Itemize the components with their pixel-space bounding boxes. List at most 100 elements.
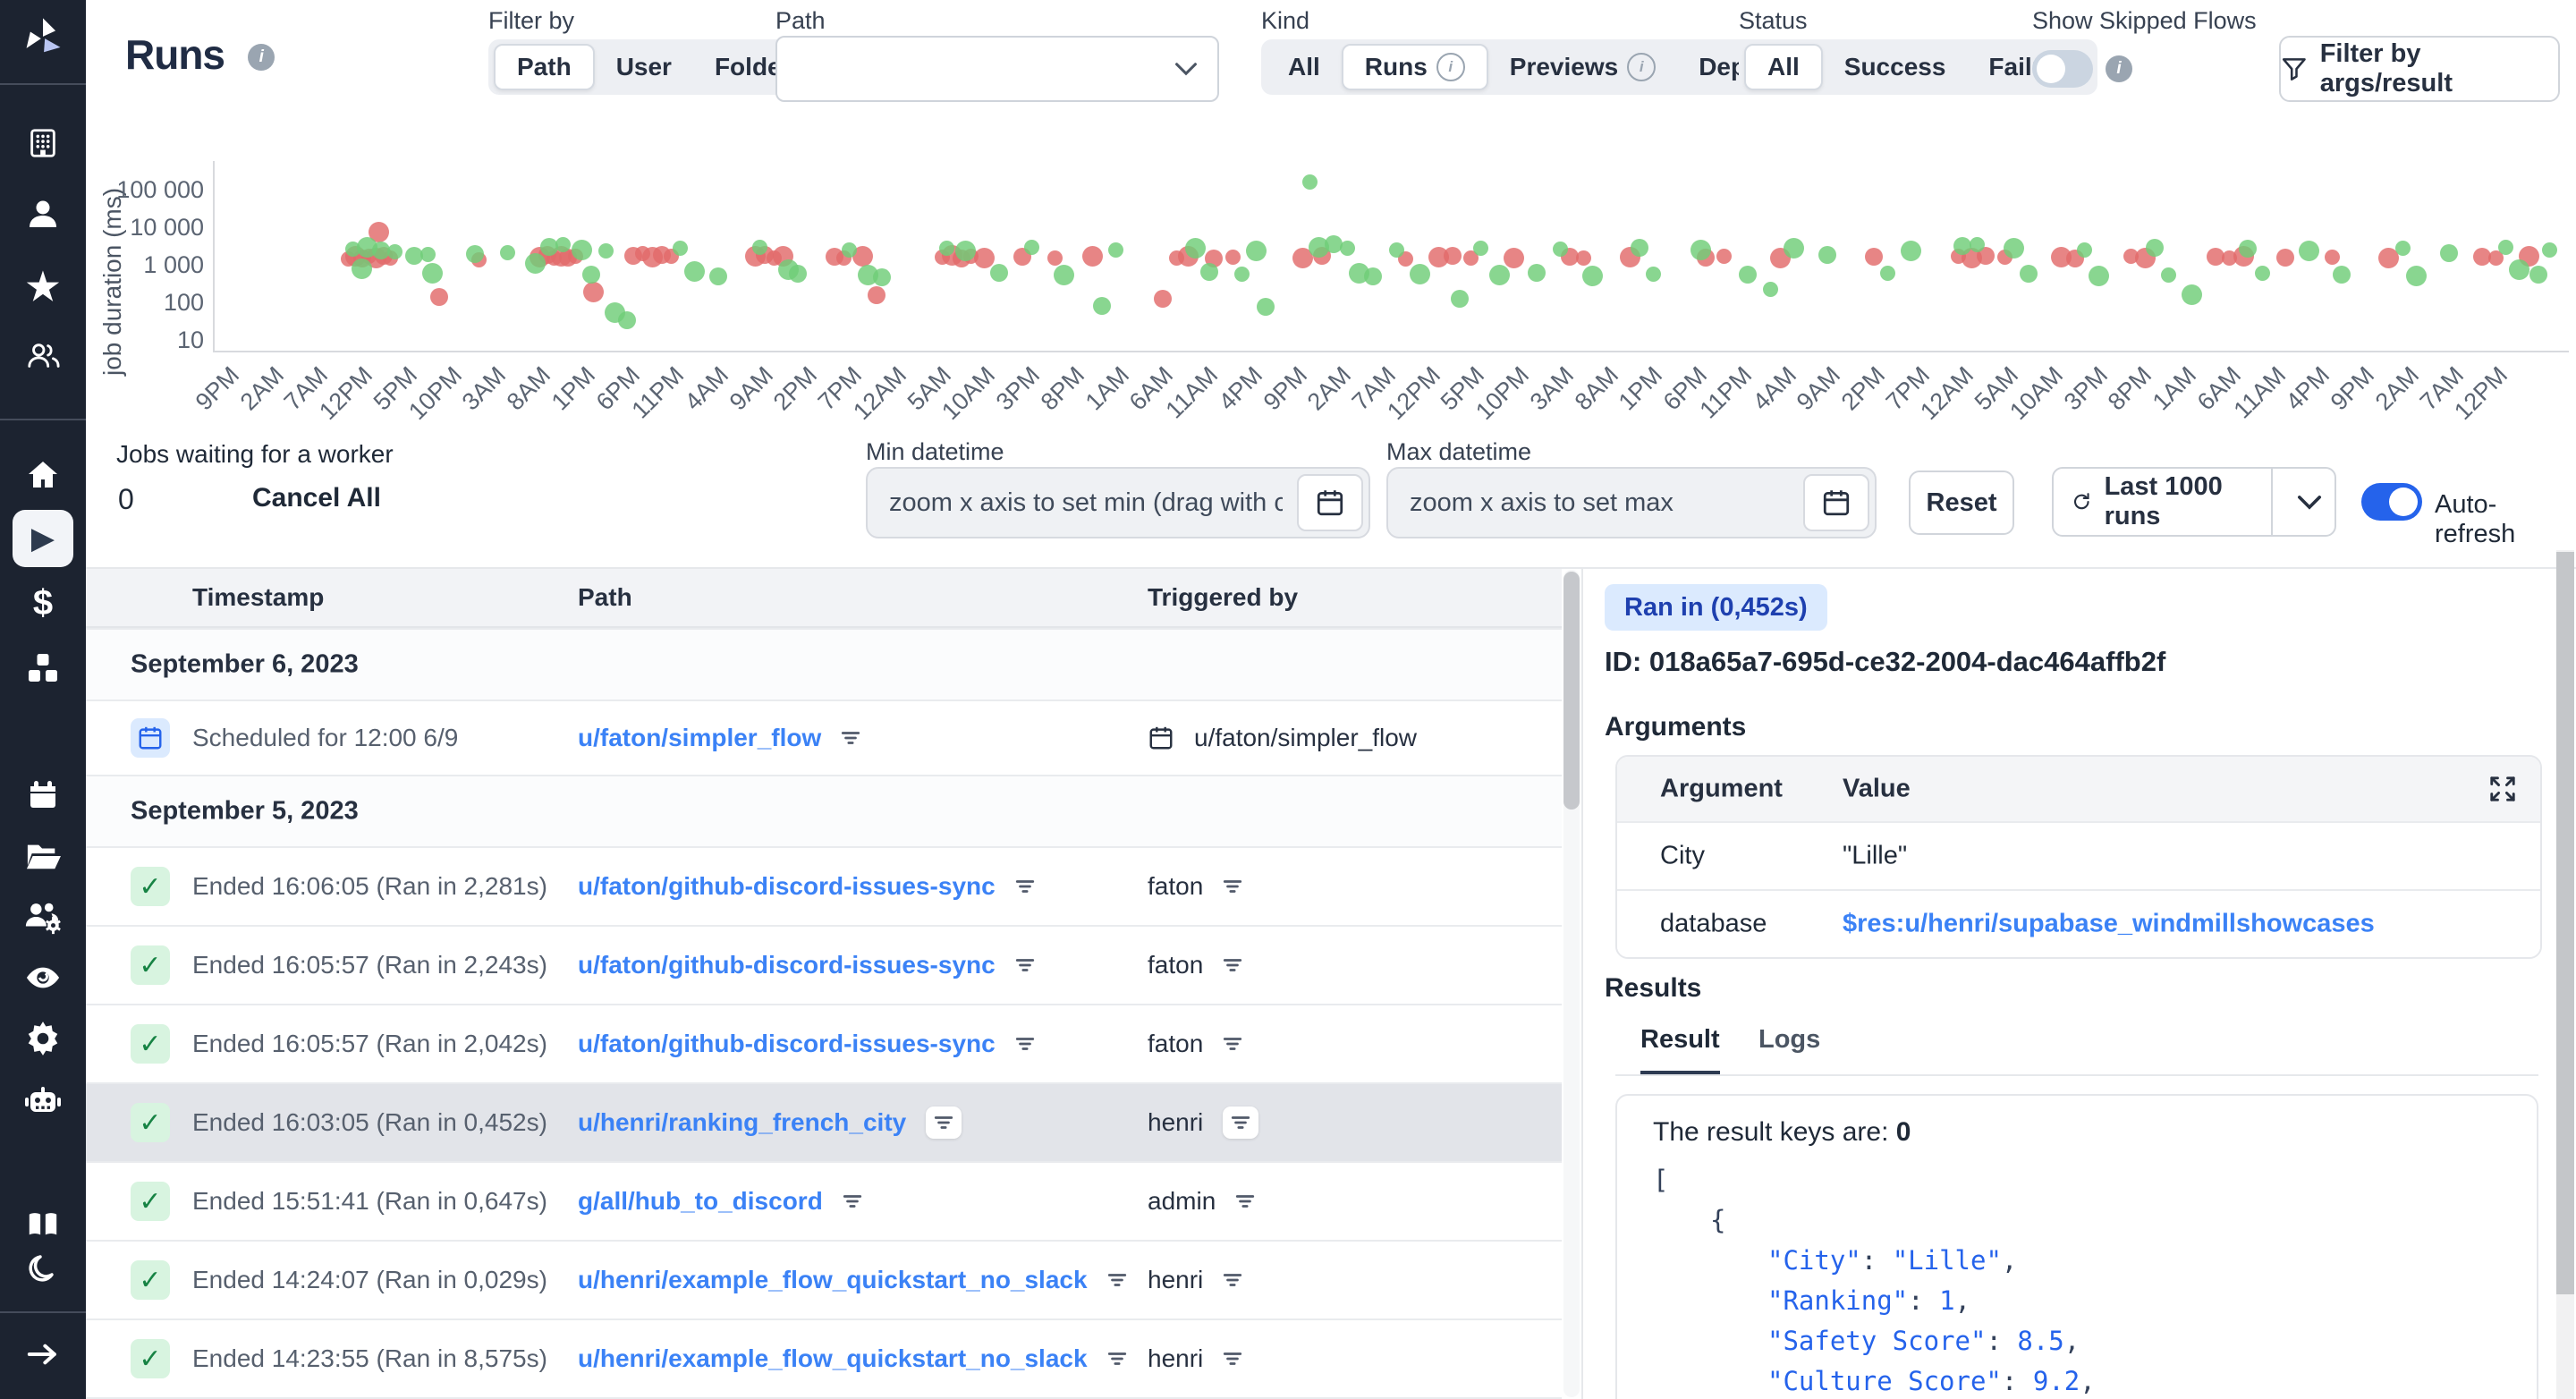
run-path-link[interactable]: u/henri/example_flow_quickstart_no_slack (578, 1344, 1088, 1372)
sidebar-item-variables[interactable]: $ (0, 583, 86, 623)
auto-refresh-toggle[interactable] (2361, 483, 2422, 521)
filter-args-button[interactable]: Filter by args/result (2279, 36, 2560, 102)
sidebar-item-groups[interactable] (0, 338, 86, 374)
last-runs-button[interactable]: Last 1000 runs (2054, 472, 2258, 531)
data-point-failure[interactable] (2488, 250, 2504, 267)
filter-icon[interactable] (1015, 878, 1035, 895)
run-row[interactable]: ✓ Ended 14:24:07 (Ran in 0,029s) u/henri/e… (86, 1240, 1562, 1318)
kind-all[interactable]: All (1288, 53, 1320, 81)
data-point-failure[interactable] (1153, 289, 1172, 308)
data-point-failure[interactable] (1205, 249, 1224, 267)
run-row[interactable]: ✓ Ended 16:06:05 (Ran in 2,281s) u/faton/g… (86, 846, 1562, 925)
data-point-success[interactable] (955, 241, 977, 262)
data-point-success[interactable] (2076, 242, 2092, 258)
min-datetime-calendar-button[interactable] (1297, 474, 1363, 531)
filter-icon[interactable] (1223, 1272, 1242, 1288)
sidebar-item-schedules[interactable] (0, 776, 86, 812)
data-point-success[interactable] (525, 252, 547, 274)
data-point-success[interactable] (2254, 265, 2270, 281)
data-point-failure[interactable] (1046, 250, 1063, 267)
sidebar-item-settings[interactable] (0, 1020, 86, 1057)
sidebar-item-favorites[interactable]: ★ (0, 268, 86, 306)
data-point-success[interactable] (1092, 297, 1111, 316)
data-point-success[interactable] (1409, 263, 1430, 284)
data-point-success[interactable] (1324, 234, 1343, 253)
run-row[interactable]: ✓ Ended 16:05:57 (Ran in 2,243s) u/faton/g… (86, 925, 1562, 1004)
data-point-success[interactable] (1107, 242, 1123, 258)
data-point-success[interactable] (387, 244, 403, 260)
data-point-failure[interactable] (2377, 248, 2399, 269)
data-point-failure[interactable] (1463, 250, 1479, 267)
data-point-success[interactable] (352, 258, 373, 279)
sidebar-item-docs[interactable] (0, 1208, 86, 1242)
filter-icon[interactable] (1015, 957, 1035, 973)
data-point-success[interactable] (841, 242, 857, 258)
data-point-success[interactable] (1054, 264, 1075, 285)
data-point-success[interactable] (582, 265, 601, 284)
run-row[interactable]: ✓ Ended 16:03:05 (Ran in 0,452s) u/henri/r… (86, 1082, 1562, 1161)
argument-value[interactable]: $res:u/henri/supabase_windmillshowcases (1843, 909, 2375, 938)
table-scrollbar-thumb[interactable] (1563, 572, 1580, 810)
data-point-success[interactable] (1199, 262, 1218, 281)
data-point-success[interactable] (2239, 240, 2258, 259)
runs-duration-chart[interactable]: job duration (ms) 100 000 10 000 1 000 100 1… (86, 114, 2576, 440)
data-point-success[interactable] (1690, 239, 1711, 260)
data-point-failure[interactable] (368, 222, 389, 243)
data-point-success[interactable] (683, 261, 705, 283)
filter-icon[interactable] (841, 730, 860, 746)
expand-icon[interactable] (2485, 771, 2521, 811)
data-point-success[interactable] (1450, 289, 1469, 308)
data-point-success[interactable] (1631, 238, 1649, 257)
min-datetime-input[interactable]: zoom x axis to set min (drag with ct (866, 467, 1370, 538)
data-point-success[interactable] (1388, 242, 1404, 258)
data-point-success[interactable] (1901, 241, 1922, 262)
run-path-link[interactable]: u/henri/ranking_french_city (578, 1108, 907, 1136)
status-success[interactable]: Success (1843, 53, 1946, 81)
filter-by-path[interactable]: Path (494, 44, 595, 90)
sidebar-item-runs[interactable]: ▶ (13, 510, 73, 567)
data-point-success[interactable] (2406, 266, 2428, 287)
show-skipped-info-icon[interactable]: i (2106, 55, 2132, 82)
data-point-success[interactable] (708, 267, 727, 285)
data-point-success[interactable] (2004, 238, 2025, 259)
tab-logs[interactable]: Logs (1758, 1025, 1821, 1054)
run-path-link[interactable]: u/faton/github-discord-issues-sync (578, 1030, 996, 1057)
data-point-failure[interactable] (430, 288, 449, 307)
status-all[interactable]: All (1744, 44, 1823, 90)
data-point-failure[interactable] (2206, 248, 2224, 267)
data-point-success[interactable] (1364, 267, 1383, 285)
data-point-success[interactable] (1488, 264, 1510, 285)
run-row[interactable]: ✓ Ended 16:05:57 (Ran in 2,042s) u/faton/g… (86, 1004, 1562, 1082)
data-point-success[interactable] (673, 241, 689, 257)
max-datetime-calendar-button[interactable] (1803, 474, 1869, 531)
data-point-failure[interactable] (583, 281, 605, 302)
sidebar-item-folders[interactable] (0, 839, 86, 873)
data-point-success[interactable] (1339, 241, 1355, 257)
run-row[interactable]: ✓ Ended 15:51:41 (Ran in 0,647s) g/all/hub… (86, 1161, 1562, 1240)
filter-icon[interactable] (1235, 1193, 1255, 1209)
kind-previews-info-icon[interactable]: i (1627, 53, 1657, 81)
data-point-success[interactable] (421, 263, 443, 284)
data-point-success[interactable] (1784, 238, 1805, 259)
data-point-failure[interactable] (852, 245, 874, 267)
data-point-success[interactable] (1234, 266, 1250, 282)
data-point-success[interactable] (2182, 284, 2203, 305)
filter-icon[interactable] (1015, 1036, 1035, 1052)
sidebar-item-user[interactable] (0, 195, 86, 233)
data-point-success[interactable] (2161, 267, 2176, 283)
data-point-success[interactable] (2333, 265, 2351, 284)
filter-icon[interactable] (1223, 1036, 1242, 1052)
data-point-failure[interactable] (1503, 247, 1524, 268)
data-point-failure[interactable] (2325, 249, 2341, 265)
run-row[interactable]: ✓ Ended 14:23:55 (Ran in 8,575s) u/henri/e… (86, 1318, 1562, 1397)
sidebar-item-audit-logs[interactable] (0, 961, 86, 995)
data-point-success[interactable] (371, 242, 390, 260)
data-point-success[interactable] (1969, 236, 1985, 252)
filter-icon[interactable] (934, 1115, 953, 1131)
data-point-success[interactable] (572, 239, 593, 260)
data-point-success[interactable] (1646, 266, 1662, 282)
run-path-link[interactable]: g/all/hub_to_discord (578, 1187, 823, 1215)
data-point-failure[interactable] (1716, 248, 1732, 264)
reset-button[interactable]: Reset (1909, 471, 2014, 535)
filter-icon[interactable] (843, 1193, 862, 1209)
